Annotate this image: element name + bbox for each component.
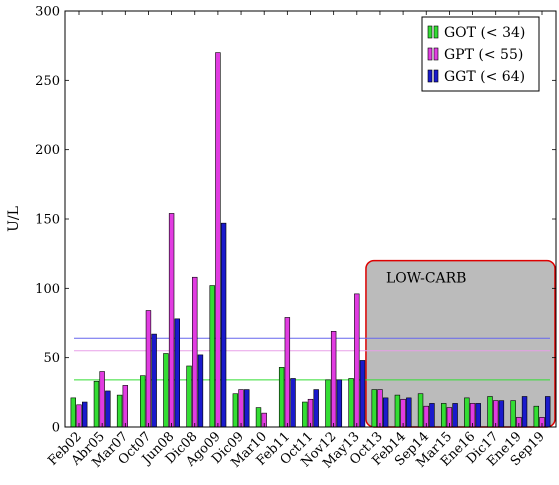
bar-got-sep19 bbox=[533, 405, 540, 428]
bar-ggt-ago09 bbox=[220, 222, 227, 428]
bar-got-dic09 bbox=[232, 393, 239, 428]
legend: GOT (< 34) GPT (< 55) GGT (< 64) bbox=[421, 16, 540, 92]
bar-ggt-feb14 bbox=[406, 397, 412, 428]
bar-got-abr05 bbox=[93, 380, 100, 428]
bar-gpt-oct11 bbox=[307, 398, 314, 428]
legend-swatch-got bbox=[427, 25, 433, 39]
bar-got-oct11 bbox=[302, 401, 308, 428]
legend-swatch-gpt-b bbox=[433, 47, 439, 61]
y-tick-label: 300 bbox=[35, 5, 60, 20]
bar-ggt-may13 bbox=[359, 360, 366, 428]
annotation-layer: LOW-CARB bbox=[365, 259, 556, 428]
bar-got-feb11 bbox=[278, 367, 285, 428]
bar-gpt-nov12 bbox=[330, 331, 337, 428]
legend-box bbox=[421, 16, 540, 92]
bar-got-ene16 bbox=[464, 397, 470, 428]
low-carb-label: LOW-CARB bbox=[386, 271, 467, 287]
bar-ggt-jun08 bbox=[174, 318, 180, 428]
bar-got-jun08 bbox=[163, 353, 169, 428]
bar-ggt-dic17 bbox=[498, 400, 505, 428]
bar-got-nov12 bbox=[325, 379, 331, 428]
legend-label-ggt: GGT (< 64) bbox=[444, 69, 525, 85]
legend-swatch-ggt-b bbox=[433, 69, 439, 83]
y-tick-label: 200 bbox=[35, 143, 60, 158]
legend-swatch-gpt bbox=[427, 47, 433, 61]
bar-gpt-may13 bbox=[354, 293, 360, 428]
legend-label-got: GOT (< 34) bbox=[444, 25, 525, 41]
bar-gpt-dic09 bbox=[238, 389, 244, 428]
bar-ggt-nov12 bbox=[336, 379, 343, 428]
bar-ggt-oct11 bbox=[313, 389, 319, 428]
bar-gpt-oct07 bbox=[145, 310, 152, 428]
bar-got-dic08 bbox=[186, 365, 192, 428]
bar-got-ago09 bbox=[209, 285, 215, 428]
axes: 050100150200250300Feb02Abr05Mar07Oct07Ju… bbox=[35, 5, 556, 472]
bar-ggt-ene16 bbox=[475, 403, 481, 428]
y-tick-label: 150 bbox=[35, 213, 60, 228]
legend-swatch-got-b bbox=[433, 25, 439, 39]
bar-got-may13 bbox=[348, 378, 354, 428]
bar-got-mar10 bbox=[255, 407, 262, 428]
y-tick-label: 0 bbox=[52, 421, 60, 436]
bar-ggt-abr05 bbox=[105, 390, 111, 428]
bar-gpt-mar07 bbox=[122, 385, 129, 428]
bar-got-sep14 bbox=[417, 393, 424, 428]
bar-ggt-feb02 bbox=[82, 401, 88, 428]
bar-got-mar07 bbox=[116, 394, 123, 428]
bar-got-mar15 bbox=[440, 403, 447, 428]
bar-gpt-feb11 bbox=[284, 317, 291, 428]
bar-gpt-ago09 bbox=[215, 52, 221, 428]
legend-swatch-ggt bbox=[427, 69, 433, 83]
bar-got-ene19 bbox=[510, 400, 516, 428]
y-tick-label: 50 bbox=[43, 351, 60, 366]
bar-ggt-sep19 bbox=[544, 396, 551, 428]
bar-got-feb14 bbox=[394, 394, 401, 428]
bar-ggt-dic09 bbox=[244, 389, 250, 428]
bar-ggt-mar15 bbox=[452, 403, 458, 428]
bar-ggt-sep14 bbox=[429, 403, 435, 428]
bar-got-dic17 bbox=[487, 396, 493, 428]
y-axis-label: U/L bbox=[6, 206, 22, 232]
bar-ggt-dic08 bbox=[197, 354, 204, 428]
bar-gpt-jun08 bbox=[168, 213, 175, 428]
y-tick-label: 250 bbox=[35, 74, 60, 89]
bar-ggt-oct13 bbox=[382, 397, 389, 428]
bar-ggt-oct07 bbox=[151, 333, 157, 428]
bar-got-oct07 bbox=[140, 375, 146, 428]
bar-ggt-ene19 bbox=[521, 396, 528, 428]
y-tick-label: 100 bbox=[35, 282, 60, 297]
bar-got-feb02 bbox=[70, 397, 77, 428]
legend-label-gpt: GPT (< 55) bbox=[444, 47, 523, 63]
bar-gpt-feb14 bbox=[400, 398, 406, 428]
bar-gpt-oct13 bbox=[377, 389, 383, 428]
bars bbox=[70, 52, 551, 428]
bar-gpt-abr05 bbox=[99, 371, 105, 428]
bar-gpt-dic08 bbox=[192, 276, 198, 428]
bar-ggt-feb11 bbox=[290, 378, 296, 428]
bar-got-oct13 bbox=[371, 389, 377, 428]
